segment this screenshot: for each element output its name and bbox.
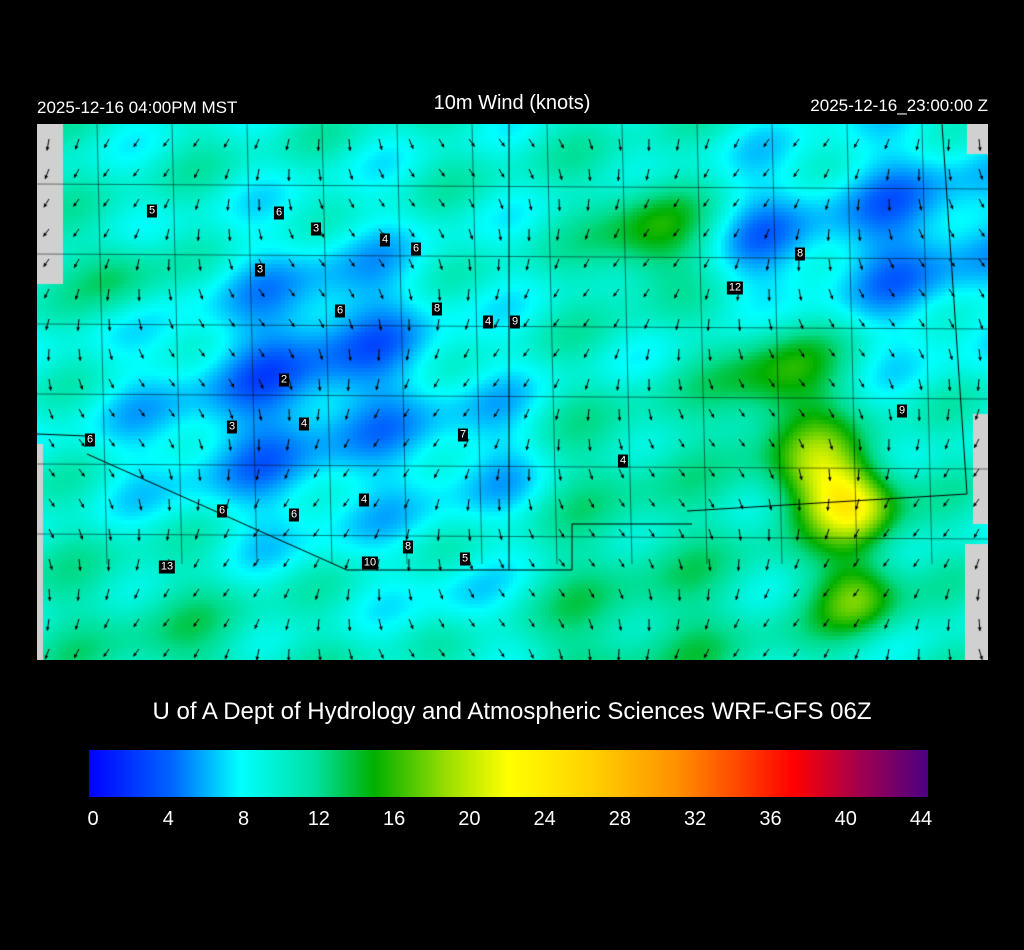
colorbar-tick: 12 [307, 808, 330, 830]
station-wind-label: 8 [431, 302, 443, 316]
colorbar-tick: 4 [162, 808, 174, 830]
station-wind-label: 4 [379, 233, 391, 247]
station-wind-label: 9 [509, 315, 521, 329]
utc-time: 2025-12-16_23:00:00 Z [810, 96, 988, 115]
station-wind-label: 6 [288, 508, 300, 522]
station-wind-label: 5 [459, 552, 471, 566]
colorbar-tick: 0 [87, 808, 99, 830]
station-wind-label: 7 [457, 428, 469, 442]
wind-map [37, 124, 988, 660]
colorbar-tick: 20 [458, 808, 481, 830]
station-wind-label: 6 [410, 242, 422, 256]
colorbar-tick: 24 [533, 808, 556, 830]
colorbar-tick: 16 [382, 808, 406, 830]
station-wind-label: 9 [896, 404, 908, 418]
station-wind-label: 8 [402, 540, 414, 554]
station-wind-label: 8 [794, 247, 806, 261]
colorbar [89, 750, 928, 797]
station-wind-label: 6 [273, 206, 285, 220]
station-wind-label: 6 [334, 304, 346, 318]
station-wind-label: 6 [216, 504, 228, 518]
local-time: 2025-12-16 04:00PM MST [37, 98, 238, 117]
colorbar-tick: 32 [684, 808, 707, 830]
station-wind-label: 6 [84, 433, 96, 447]
credit-text: U of A Dept of Hydrology and Atmospheric… [152, 698, 872, 725]
station-wind-label: 4 [482, 315, 494, 329]
colorbar-tick: 40 [834, 808, 857, 830]
colorbar-tick: 36 [759, 808, 782, 830]
station-wind-label: 3 [310, 222, 322, 236]
station-wind-label: 3 [226, 420, 238, 434]
station-wind-label: 13 [158, 560, 176, 574]
station-wind-label: 2 [278, 373, 290, 387]
colorbar-tick: 44 [909, 808, 933, 830]
station-wind-label: 12 [726, 281, 744, 295]
station-wind-label: 4 [617, 454, 629, 468]
station-wind-label: 4 [358, 493, 370, 507]
colorbar-tick: 28 [608, 808, 632, 830]
station-wind-label: 5 [146, 204, 158, 218]
colorbar-tick: 8 [237, 808, 250, 830]
station-wind-label: 10 [361, 556, 379, 570]
station-wind-label: 3 [254, 263, 266, 277]
station-wind-label: 4 [298, 417, 310, 431]
map-title: 10m Wind (knots) [433, 92, 591, 114]
